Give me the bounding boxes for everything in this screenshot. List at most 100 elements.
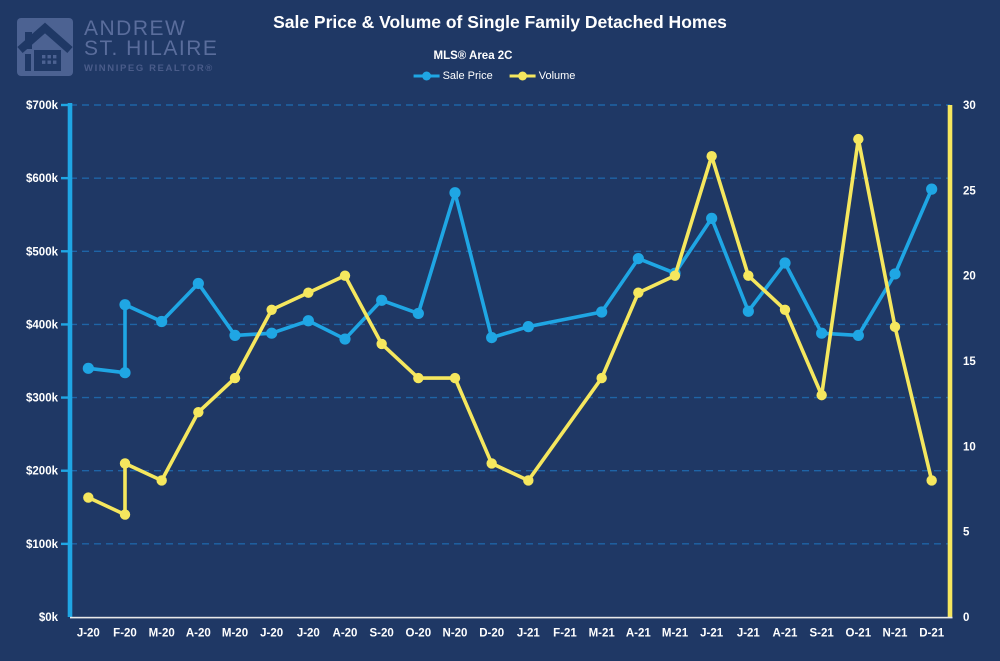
chart-legend: Sale Price Volume <box>413 70 576 82</box>
right-axis-label: 30 <box>963 100 976 112</box>
right-axis-label: 0 <box>963 612 969 624</box>
data-point-marker <box>523 475 534 486</box>
data-point-marker <box>852 329 864 341</box>
right-axis-line <box>947 105 953 617</box>
data-point-marker <box>229 329 241 341</box>
data-point-marker <box>706 151 717 162</box>
legend-marker-dot <box>518 71 528 81</box>
data-point-marker <box>889 321 901 333</box>
data-point-marker <box>266 327 278 339</box>
left-axis-label: $0k <box>39 612 59 624</box>
house-logo-icon <box>17 18 73 76</box>
x-axis-label: S-20 <box>370 628 394 640</box>
data-point-marker <box>192 277 204 290</box>
series-line <box>86 187 934 375</box>
data-point-marker <box>339 333 351 345</box>
data-point-marker <box>669 270 681 281</box>
data-point-marker <box>229 372 241 384</box>
data-point-marker <box>926 475 937 486</box>
legend-item-volume: Volume <box>509 70 576 82</box>
data-point-marker <box>156 475 167 486</box>
right-axis-label: 20 <box>963 271 976 283</box>
x-axis-label: M-20 <box>222 628 248 640</box>
x-axis-label: M-21 <box>662 628 689 640</box>
x-axis-label: J-20 <box>260 628 283 640</box>
data-point-marker <box>339 270 351 281</box>
x-axis-label: A-20 <box>186 628 211 640</box>
data-point-marker <box>376 294 388 306</box>
left-axis-label: $200k <box>26 466 59 478</box>
x-axis-label: J-21 <box>737 628 761 640</box>
data-point-marker <box>632 253 644 265</box>
x-axis-label: S-21 <box>810 628 835 640</box>
data-point-marker <box>853 133 864 145</box>
data-point-marker <box>633 287 644 298</box>
right-axis-label: 25 <box>963 185 976 197</box>
x-axis-label: O-20 <box>406 628 432 640</box>
legend-label: Sale Price <box>442 70 493 82</box>
series-volume <box>83 133 937 520</box>
x-axis-label: F-21 <box>553 628 577 640</box>
logo-text: ANDREW ST. HILAIRE WINNIPEG REALTOR® <box>84 17 218 74</box>
data-point-marker <box>889 268 901 280</box>
x-axis-label: M-21 <box>589 628 616 640</box>
chart-subtitle: MLS® Area 2C <box>433 50 513 62</box>
data-point-marker <box>302 315 314 327</box>
data-point-marker <box>83 492 94 503</box>
data-point-marker <box>266 304 277 315</box>
data-point-marker <box>119 509 131 520</box>
data-point-marker <box>449 187 461 199</box>
left-axis-label: $600k <box>26 173 59 185</box>
data-point-marker <box>119 367 131 379</box>
legend-item-sale-price: Sale Price <box>413 70 493 82</box>
left-axis-label: $300k <box>26 393 59 405</box>
bottom-axis-line <box>70 616 953 619</box>
logo-name-line1: ANDREW <box>84 17 187 40</box>
series-line <box>86 137 934 517</box>
data-point-marker <box>413 372 424 384</box>
x-axis-label: J-20 <box>77 628 100 640</box>
legend-marker-icon <box>413 71 440 81</box>
left-axis-label: $700k <box>26 100 59 112</box>
chart-title: Sale Price & Volume of Single Family Det… <box>273 12 727 32</box>
data-point-marker <box>816 327 828 339</box>
data-point-marker <box>119 458 131 469</box>
x-axis-label: D-21 <box>919 628 945 640</box>
data-point-marker <box>82 362 94 374</box>
data-point-marker <box>412 307 424 320</box>
x-axis-label: J-20 <box>297 628 320 640</box>
x-axis-label: O-21 <box>846 628 872 640</box>
left-axis-label: $500k <box>26 246 59 258</box>
data-point-marker <box>193 407 204 418</box>
data-point-marker <box>706 212 718 224</box>
data-point-marker <box>119 299 131 311</box>
left-axis-label: $100k <box>26 539 59 551</box>
data-point-marker <box>779 304 791 315</box>
right-axis-label: 10 <box>963 441 976 453</box>
logo-tagline: WINNIPEG REALTOR® <box>84 63 214 74</box>
right-axis-label: 15 <box>963 356 976 368</box>
legend-marker-icon <box>509 71 536 81</box>
right-axis-label: 5 <box>963 527 970 539</box>
x-axis-label: A-21 <box>626 628 652 640</box>
x-axis-label: F-20 <box>113 628 137 640</box>
legend-marker-dot <box>422 71 432 81</box>
data-point-marker <box>596 306 608 318</box>
data-point-marker <box>742 305 754 317</box>
x-axis-label: J-21 <box>517 628 541 640</box>
legend-label: Volume <box>538 70 576 82</box>
x-axis-label: M-20 <box>149 628 175 640</box>
x-axis-label: A-21 <box>773 628 799 640</box>
logo-name-line2: ST. HILAIRE <box>84 37 219 60</box>
data-point-marker <box>926 183 938 195</box>
data-point-marker <box>816 389 827 401</box>
x-axis-label: N-20 <box>443 628 468 640</box>
data-point-marker <box>486 458 497 469</box>
data-point-marker <box>156 315 168 328</box>
data-point-marker <box>486 331 498 344</box>
x-axis-label: N-21 <box>883 628 909 640</box>
data-point-marker <box>303 287 314 298</box>
data-point-marker <box>376 338 387 350</box>
x-axis-label: A-20 <box>333 628 358 640</box>
